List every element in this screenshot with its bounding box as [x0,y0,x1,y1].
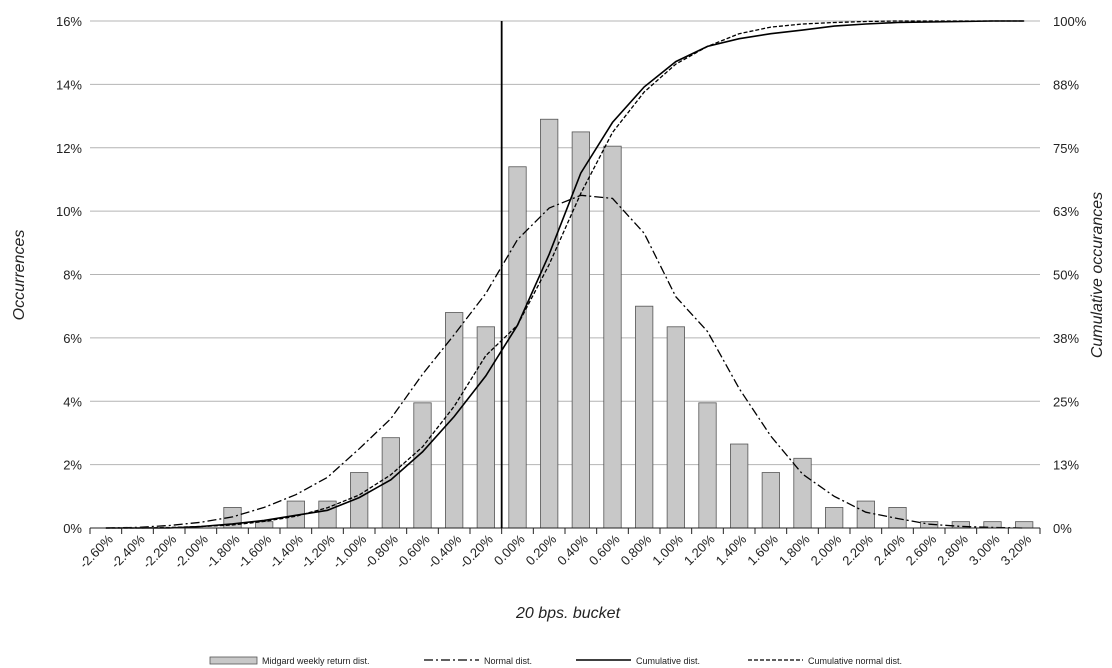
bar [761,472,780,529]
y2-tick-label: 88% [1053,77,1079,92]
y2-tick-label: 100% [1053,14,1087,29]
x-axis-ticks: -2.60%-2.40%-2.20%-2.00%-1.80%-1.60%-1.4… [76,531,1034,571]
x-tick-label: -0.60% [393,531,433,571]
x-tick-label: 2.40% [871,531,908,568]
bar [1015,521,1034,529]
x-tick-label: -2.40% [108,531,148,571]
y2-tick-label: 13% [1053,458,1079,473]
y2-tick-label: 38% [1053,331,1079,346]
y2-tick-label: 50% [1053,268,1079,283]
x-tick-label: 3.20% [998,531,1035,568]
y2-tick-label: 63% [1053,204,1079,219]
x-tick-label: 2.20% [839,531,876,568]
x-tick-label: 1.80% [776,531,813,568]
y-tick-label: 16% [56,14,82,29]
bar [825,507,844,529]
legend-label-cumulative-normal: Cumulative normal dist. [808,656,902,666]
x-tick-label: 0.60% [586,531,623,568]
y-tick-label: 10% [56,204,82,219]
bar [635,305,654,529]
left-axis-ticks: 0% 2% 4% 6% 8% 10% 12% 14% 16% [56,14,82,536]
y-tick-label: 4% [63,394,82,409]
legend-label-bars: Midgard weekly return dist. [262,656,370,666]
x-tick-label: -1.20% [298,531,338,571]
series-line-2 [105,20,1025,529]
right-axis-ticks: 0% 13% 25% 38% 50% 63% 75% 88% 100% [1053,14,1087,536]
axes [89,21,1041,534]
y2-tick-label: 0% [1053,521,1072,536]
legend-item-cumulative: Cumulative dist. [576,656,700,666]
x-tick-label: 1.60% [744,531,781,568]
x-tick-label: -2.00% [171,531,211,571]
y-tick-label: 2% [63,458,82,473]
series-line-1 [105,194,1025,529]
y2-axis-title: Cumulative occurances [1089,192,1106,358]
y-tick-label: 8% [63,268,82,283]
x-tick-label: 1.20% [681,531,718,568]
y2-tick-label: 75% [1053,141,1079,156]
bar [476,326,495,529]
legend-item-cumulative-normal: Cumulative normal dist. [748,656,902,666]
x-tick-label: 0.00% [491,531,528,568]
x-tick-label: 3.00% [966,531,1003,568]
x-tick-label: -0.40% [425,531,465,571]
x-axis-title: 20 bps. bucket [515,605,621,622]
x-tick-label: 0.80% [618,531,655,568]
gridlines [90,20,1040,529]
legend-label-cumulative: Cumulative dist. [636,656,700,666]
x-tick-label: -1.80% [203,531,243,571]
y-axis-title: Occurrences [11,230,28,321]
x-tick-label: -2.60% [76,531,116,571]
bar [413,402,432,529]
legend: Midgard weekly return dist. Normal dist.… [209,656,902,666]
y2-tick-label: 25% [1053,394,1079,409]
x-tick-label: -1.60% [235,531,275,571]
bar [793,457,812,529]
y-tick-label: 0% [63,521,82,536]
y-tick-label: 12% [56,141,82,156]
bar [856,500,875,529]
x-tick-label: -1.00% [330,531,370,571]
bar [666,326,685,529]
x-tick-label: 1.00% [649,531,686,568]
x-tick-label: -2.20% [140,531,180,571]
bar [571,131,590,529]
x-tick-label: -0.80% [361,531,401,571]
x-tick-label: 1.40% [713,531,750,568]
x-tick-label: -0.20% [456,531,496,571]
x-tick-label: 0.20% [523,531,560,568]
bar [445,312,464,529]
x-tick-label: 2.00% [808,531,845,568]
bar [540,118,559,529]
legend-swatch-bars [209,656,258,665]
bar [603,145,622,529]
bar-series [223,118,1034,529]
legend-item-normal: Normal dist. [424,656,532,666]
bar [730,443,749,529]
line-series [105,20,1025,529]
x-tick-label: 2.80% [934,531,971,568]
bar [698,402,717,529]
legend-item-bars: Midgard weekly return dist. [209,656,370,666]
x-tick-label: 0.40% [554,531,591,568]
x-tick-label: -1.40% [266,531,306,571]
legend-label-normal: Normal dist. [484,656,532,666]
y-tick-label: 6% [63,331,82,346]
series-line-3 [105,20,1025,529]
bar [508,166,527,529]
x-tick-label: 2.60% [903,531,940,568]
y-tick-label: 14% [56,77,82,92]
